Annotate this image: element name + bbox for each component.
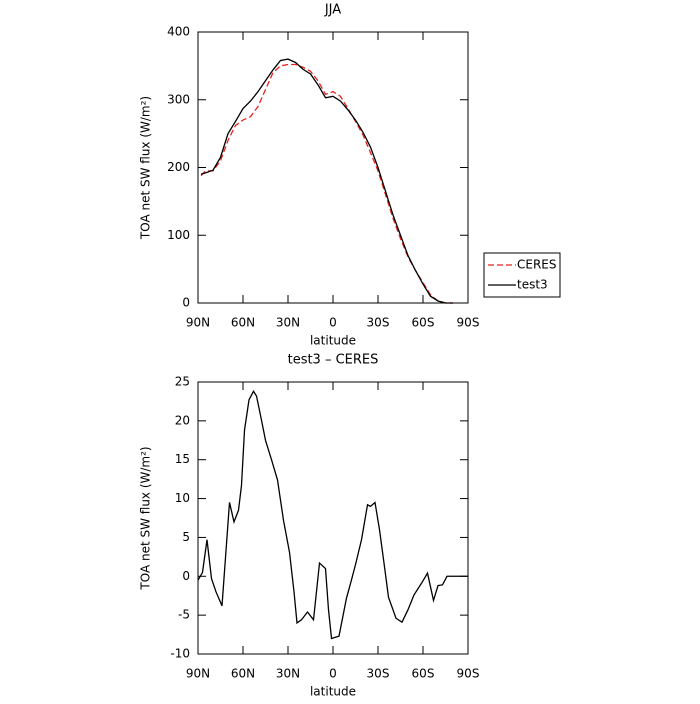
x-tick-label: 90S (457, 667, 480, 681)
x-tick-label: 0 (329, 667, 337, 681)
legend-box (483, 252, 561, 298)
plot-frame (197, 31, 469, 304)
y-tick-label: 0 (182, 296, 190, 310)
x-tick-label: 60S (412, 316, 435, 330)
y-tick-label: -5 (178, 608, 190, 622)
y-tick-label: 100 (167, 228, 190, 242)
y-tick-label: 10 (175, 491, 190, 505)
data-line (197, 390, 468, 640)
x-tick-label: 30N (276, 316, 300, 330)
x-tick-label: 90N (186, 667, 210, 681)
y-tick-label: 15 (175, 452, 190, 466)
x-tick-label: 90S (457, 316, 480, 330)
y-tick-label: -10 (170, 647, 190, 661)
x-axis-label: latitude (310, 685, 356, 699)
y-tick-label: 25 (175, 375, 190, 389)
y-axis-label: TOA net SW flux (W/m²) (139, 96, 153, 240)
x-axis-label: latitude (310, 334, 356, 348)
x-tick-label: 30S (367, 667, 390, 681)
x-tick-label: 30S (367, 316, 390, 330)
x-tick-label: 90N (186, 316, 210, 330)
y-tick-label: 5 (182, 530, 190, 544)
x-tick-label: 60N (231, 667, 255, 681)
x-tick-label: 60N (231, 316, 255, 330)
legend-label: test3 (517, 278, 548, 292)
y-tick-label: 200 (167, 160, 190, 174)
data-line (200, 58, 453, 304)
x-tick-label: 0 (329, 316, 337, 330)
y-tick-label: 20 (175, 413, 190, 427)
legend-label: CERES (517, 258, 557, 272)
y-tick-label: 400 (167, 25, 190, 39)
y-tick-label: 0 (182, 569, 190, 583)
y-tick-label: 300 (167, 92, 190, 106)
title: test3 – CERES (288, 353, 379, 368)
x-tick-label: 60S (412, 667, 435, 681)
y-axis-label: TOA net SW flux (W/m²) (139, 446, 153, 590)
x-tick-label: 30N (276, 667, 300, 681)
plot-frame (197, 381, 469, 655)
title: JJA (324, 3, 341, 18)
data-line (200, 63, 453, 304)
